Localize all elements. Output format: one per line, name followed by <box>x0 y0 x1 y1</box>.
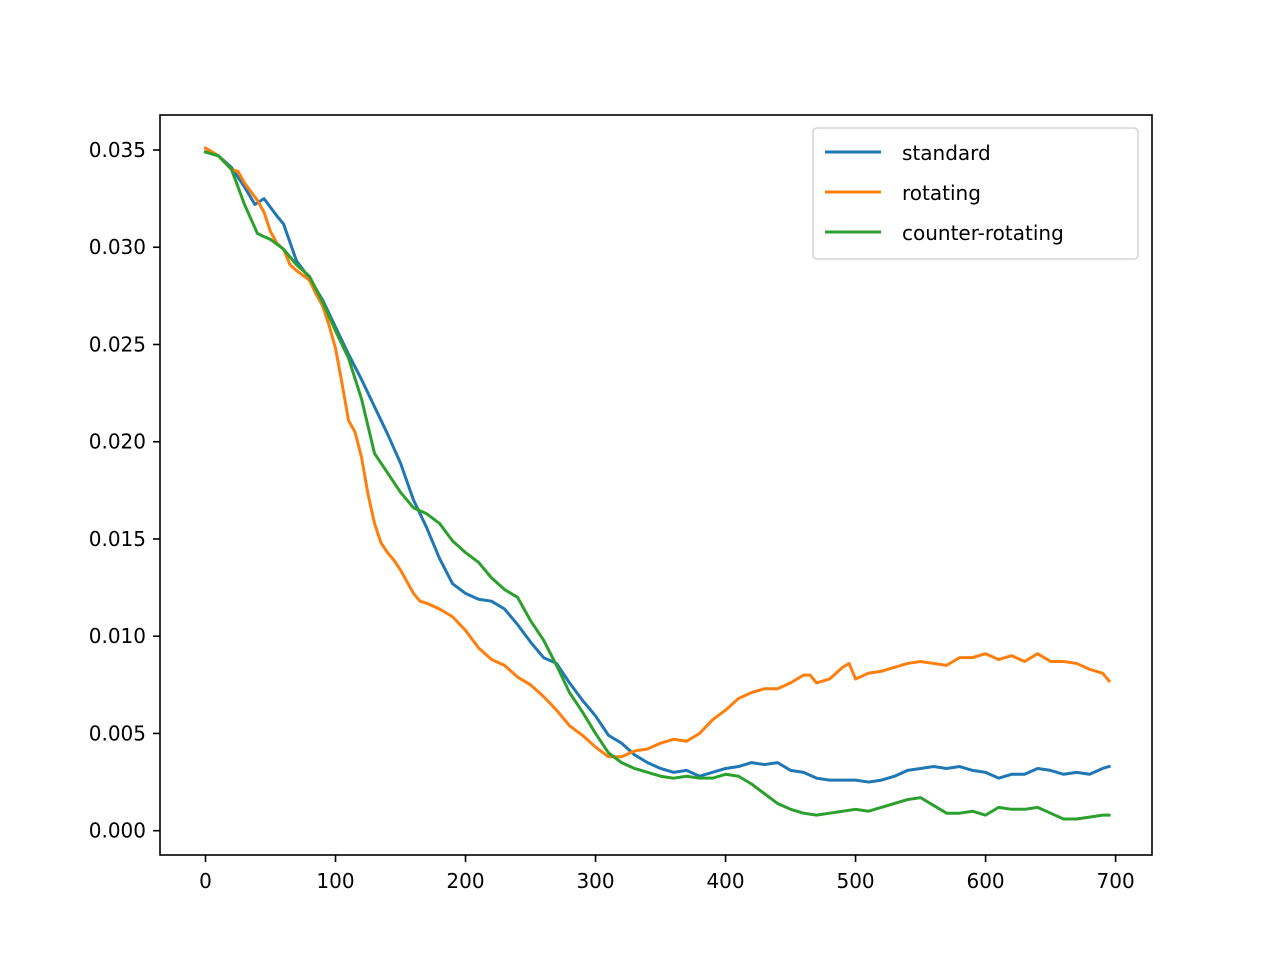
x-axis: 0 100 200 300 400 500 600 700 <box>199 855 1135 893</box>
x-tick-label: 500 <box>836 869 874 893</box>
y-tick-label: 0.030 <box>89 235 146 259</box>
legend-label-rotating: rotating <box>902 181 981 205</box>
y-tick-label: 0.015 <box>89 527 146 551</box>
y-tick-label: 0.025 <box>89 332 146 356</box>
y-tick-label: 0.005 <box>89 721 146 745</box>
legend-label-counter-rotating: counter-rotating <box>902 221 1064 245</box>
y-tick-label: 0.010 <box>89 624 146 648</box>
series-line-rotating <box>203 146 1112 759</box>
series-layer <box>203 146 1112 821</box>
y-tick-label: 0.000 <box>89 819 146 843</box>
x-tick-label: 300 <box>576 869 614 893</box>
series-line-standard <box>203 150 1111 784</box>
x-tick-label: 700 <box>1097 869 1135 893</box>
x-tick-label: 400 <box>706 869 744 893</box>
x-tick-label: 0 <box>199 869 212 893</box>
y-tick-label: 0.035 <box>89 138 146 162</box>
x-tick-label: 600 <box>966 869 1004 893</box>
y-tick-label: 0.020 <box>89 430 146 454</box>
legend-label-standard: standard <box>902 141 991 165</box>
x-tick-label: 200 <box>446 869 484 893</box>
legend-box <box>812 127 1139 260</box>
plot-frame <box>159 114 1153 856</box>
series-line-counter-rotating <box>203 150 1111 821</box>
x-tick-label: 100 <box>316 869 354 893</box>
legend: standard rotating counter-rotating <box>812 127 1139 260</box>
y-axis: 0.000 0.005 0.010 0.015 0.020 0.025 0.030 0.035 <box>89 138 160 843</box>
